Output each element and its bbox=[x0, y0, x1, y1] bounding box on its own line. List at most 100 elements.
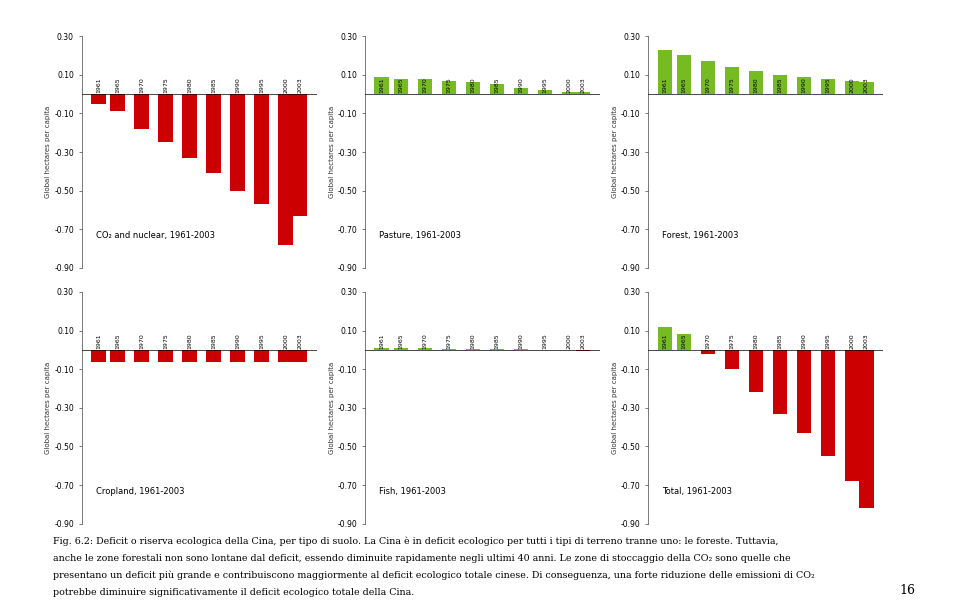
Text: 1970: 1970 bbox=[139, 333, 144, 349]
Text: 1995: 1995 bbox=[542, 77, 547, 93]
Text: 1985: 1985 bbox=[494, 334, 499, 349]
Text: 1995: 1995 bbox=[826, 77, 830, 93]
Y-axis label: Global hectares per capita: Global hectares per capita bbox=[612, 362, 618, 454]
Bar bbox=[859, 350, 874, 508]
Text: Fish, 1961-2003: Fish, 1961-2003 bbox=[379, 487, 446, 496]
Text: 1980: 1980 bbox=[470, 78, 475, 93]
Bar bbox=[749, 71, 763, 94]
Text: potrebbe diminuire significativamente il deficit ecologico totale della Cina.: potrebbe diminuire significativamente il… bbox=[53, 588, 414, 597]
Text: 1965: 1965 bbox=[682, 334, 686, 349]
Bar bbox=[677, 335, 691, 350]
Bar bbox=[230, 94, 245, 191]
Bar bbox=[749, 350, 763, 393]
Text: 2003: 2003 bbox=[581, 77, 586, 93]
Text: 2000: 2000 bbox=[566, 334, 571, 349]
Text: 1985: 1985 bbox=[211, 78, 216, 93]
Text: 1995: 1995 bbox=[259, 77, 264, 93]
Text: 1980: 1980 bbox=[470, 334, 475, 349]
Bar bbox=[773, 75, 787, 94]
Bar bbox=[773, 350, 787, 414]
Text: 1961: 1961 bbox=[379, 78, 384, 93]
Text: presentano un deficit più grande e contribuiscono maggiormente al deficit ecolog: presentano un deficit più grande e contr… bbox=[53, 571, 814, 580]
Bar bbox=[254, 94, 269, 204]
Text: Cropland, 1961-2003: Cropland, 1961-2003 bbox=[96, 487, 184, 496]
Text: CO₂ and nuclear, 1961-2003: CO₂ and nuclear, 1961-2003 bbox=[96, 231, 215, 240]
Bar bbox=[206, 94, 221, 173]
Bar bbox=[418, 349, 432, 350]
Bar bbox=[466, 349, 480, 350]
Bar bbox=[845, 350, 859, 481]
Text: 1965: 1965 bbox=[682, 78, 686, 93]
Text: 1970: 1970 bbox=[706, 77, 710, 93]
Bar bbox=[562, 92, 576, 94]
Bar bbox=[797, 76, 811, 94]
Text: 1990: 1990 bbox=[518, 333, 523, 349]
Y-axis label: Global hectares per capita: Global hectares per capita bbox=[45, 362, 52, 454]
Bar bbox=[293, 350, 307, 362]
Bar bbox=[859, 82, 874, 94]
Bar bbox=[158, 350, 173, 362]
Bar bbox=[374, 347, 389, 350]
Bar bbox=[514, 88, 528, 94]
Bar bbox=[725, 67, 739, 94]
Bar bbox=[230, 350, 245, 362]
Text: 1970: 1970 bbox=[422, 333, 427, 349]
Text: Pasture, 1961-2003: Pasture, 1961-2003 bbox=[379, 231, 461, 240]
Text: 2003: 2003 bbox=[581, 333, 586, 349]
Text: 1985: 1985 bbox=[494, 78, 499, 93]
Text: 1961: 1961 bbox=[662, 78, 667, 93]
Bar bbox=[158, 94, 173, 142]
Text: 2003: 2003 bbox=[298, 77, 302, 93]
Bar bbox=[293, 94, 307, 216]
Text: 1985: 1985 bbox=[778, 78, 782, 93]
Text: 1975: 1975 bbox=[446, 77, 451, 93]
Text: 1980: 1980 bbox=[754, 334, 758, 349]
Text: 2003: 2003 bbox=[864, 333, 869, 349]
Text: 1975: 1975 bbox=[730, 77, 734, 93]
Bar bbox=[677, 55, 691, 94]
Text: 1975: 1975 bbox=[730, 333, 734, 349]
Text: 1975: 1975 bbox=[163, 77, 168, 93]
Text: 2000: 2000 bbox=[283, 334, 288, 349]
Text: 1965: 1965 bbox=[115, 334, 120, 349]
Text: 1961: 1961 bbox=[96, 334, 101, 349]
Text: Total, 1961-2003: Total, 1961-2003 bbox=[662, 487, 732, 496]
Bar bbox=[91, 94, 106, 104]
Bar bbox=[278, 94, 293, 244]
Bar bbox=[254, 350, 269, 362]
Text: Forest, 1961-2003: Forest, 1961-2003 bbox=[662, 231, 739, 240]
Bar bbox=[394, 79, 408, 94]
Bar bbox=[442, 349, 456, 350]
Bar bbox=[701, 61, 715, 94]
Text: 1975: 1975 bbox=[446, 333, 451, 349]
Text: 2000: 2000 bbox=[283, 78, 288, 93]
Y-axis label: Global hectares per capita: Global hectares per capita bbox=[45, 106, 52, 198]
Bar bbox=[134, 94, 149, 129]
Text: 1985: 1985 bbox=[211, 334, 216, 349]
Text: 1990: 1990 bbox=[235, 333, 240, 349]
Text: 1965: 1965 bbox=[115, 78, 120, 93]
Bar bbox=[442, 81, 456, 94]
Bar bbox=[576, 92, 590, 94]
Bar bbox=[821, 79, 835, 94]
Bar bbox=[110, 350, 125, 362]
Bar bbox=[394, 348, 408, 350]
Text: 1961: 1961 bbox=[662, 334, 667, 349]
Bar bbox=[658, 49, 672, 94]
Text: anche le zone forestali non sono lontane dal deficit, essendo diminuite rapidame: anche le zone forestali non sono lontane… bbox=[53, 554, 790, 563]
Bar bbox=[206, 350, 221, 362]
Bar bbox=[490, 84, 504, 94]
Text: 1985: 1985 bbox=[778, 334, 782, 349]
Bar bbox=[821, 350, 835, 456]
Text: 1965: 1965 bbox=[398, 334, 403, 349]
Y-axis label: Global hectares per capita: Global hectares per capita bbox=[612, 106, 618, 198]
Text: 1990: 1990 bbox=[235, 77, 240, 93]
Text: 2003: 2003 bbox=[864, 77, 869, 93]
Text: 2000: 2000 bbox=[566, 78, 571, 93]
Text: 1990: 1990 bbox=[802, 333, 806, 349]
Text: 2000: 2000 bbox=[850, 78, 854, 93]
Text: 1995: 1995 bbox=[259, 333, 264, 349]
Bar bbox=[466, 82, 480, 94]
Text: 16: 16 bbox=[900, 584, 915, 597]
Bar bbox=[374, 76, 389, 94]
